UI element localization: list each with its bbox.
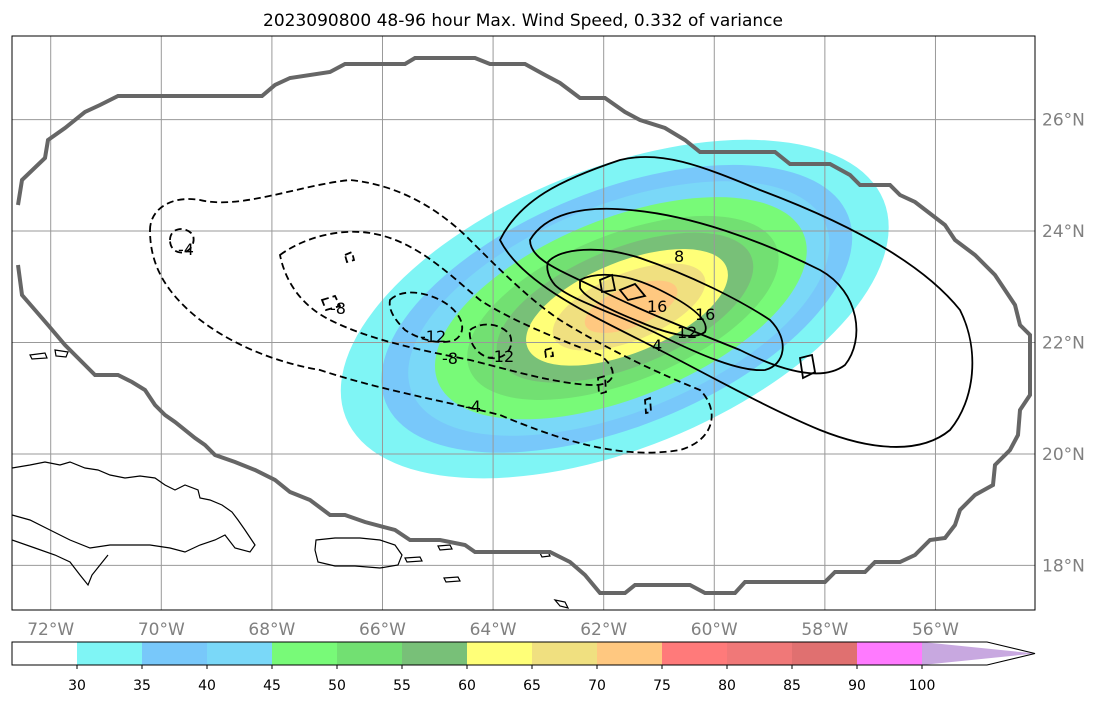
negative-difference-contours — [149, 179, 713, 454]
colorbar-swatch — [532, 642, 597, 665]
contour-positive-inner-1 — [598, 273, 617, 294]
colorbar-tick-label: 70 — [588, 678, 606, 694]
longitude-label: 62°W — [580, 620, 627, 640]
contour-label-positive: 12 — [677, 323, 697, 342]
colorbar-swatch — [467, 642, 532, 665]
hispaniola-southwest-coastline — [12, 539, 109, 587]
colorbar-tick-label: 35 — [133, 678, 151, 694]
latitude-label: 24°N — [1042, 222, 1085, 242]
contour-label-negative: -12 — [420, 327, 446, 346]
map-area: 8 16 16 12 4 -4 -8 -12 -8 -12 -4 — [12, 36, 1035, 610]
longitude-label: 66°W — [359, 620, 406, 640]
contour-positive-16 — [579, 273, 707, 337]
contour-negative-small-2 — [343, 250, 356, 264]
wind-speed-filled-contours — [340, 139, 889, 479]
figure-title: 2023090800 48-96 hour Max. Wind Speed, 0… — [263, 11, 783, 31]
colorbar-tick-label: 30 — [68, 678, 86, 694]
contour-label-negative: -8 — [442, 349, 458, 368]
longitude-label: 72°W — [27, 620, 74, 640]
small-island-7 — [54, 349, 69, 358]
puerto-rico-coastline — [314, 537, 403, 569]
small-island-2 — [437, 544, 453, 551]
longitude-label: 64°W — [470, 620, 517, 640]
contour-label-positive: 8 — [674, 247, 684, 266]
colorbar-swatch — [727, 642, 792, 665]
small-island-3 — [443, 576, 461, 583]
contour-negative-small-5 — [644, 396, 652, 415]
longitude-label: 58°W — [801, 620, 848, 640]
lat-lon-gridlines — [12, 36, 1035, 610]
longitude-label: 68°W — [248, 620, 295, 640]
contour-positive-12 — [546, 248, 784, 371]
colorbar-tick-label: 55 — [393, 678, 411, 694]
colorbar-extend-arrow — [922, 642, 1035, 665]
colorbar-tick-label: 75 — [653, 678, 671, 694]
colorbar-swatch — [12, 642, 77, 665]
contour-positive-inner-2 — [618, 282, 647, 302]
colorbar-tick-label: 90 — [848, 678, 866, 694]
colorbar-tick-label: 65 — [523, 678, 541, 694]
colorbar-swatch — [662, 642, 727, 665]
domain-boundary-outline — [16, 56, 1032, 595]
colorbar-swatch — [337, 642, 402, 665]
latitude-label: 26°N — [1042, 111, 1085, 131]
colorbar — [11, 641, 1036, 666]
colorbar-tick-label: 60 — [458, 678, 476, 694]
small-island-1 — [404, 556, 423, 563]
contour-negative-12 — [388, 291, 464, 343]
colorbar-swatch — [597, 642, 662, 665]
colorbar-outline — [11, 641, 1036, 666]
contour-positive-4 — [498, 155, 974, 448]
latitude-label: 18°N — [1042, 556, 1085, 576]
contour-positive-inner-3 — [798, 353, 817, 380]
contour-negative-4-small — [169, 228, 195, 254]
latitude-labels: 18°N 20°N 22°N 24°N 26°N — [1042, 111, 1085, 577]
colorbar-tick-label: 45 — [263, 678, 281, 694]
colorbar-tick-labels: 30 35 40 45 50 55 60 65 70 75 80 85 90 100 — [68, 665, 935, 694]
wind-fill-level-70 — [584, 280, 678, 333]
coastlines — [12, 349, 570, 609]
colorbar-swatch — [857, 642, 922, 665]
contour-label-positive: 16 — [695, 305, 715, 324]
positive-difference-contours — [498, 155, 974, 448]
small-island-6 — [29, 352, 48, 360]
colorbar-swatch — [272, 642, 337, 665]
contour-label-positive: 16 — [647, 297, 667, 316]
colorbar-swatch — [142, 642, 207, 665]
longitude-label: 70°W — [138, 620, 185, 640]
longitude-labels: 72°W 70°W 68°W 66°W 64°W 62°W 60°W 58°W 56°W — [27, 620, 959, 640]
colorbar-swatch — [207, 642, 272, 665]
longitude-label: 56°W — [912, 620, 959, 640]
contour-negative-8 — [279, 230, 614, 386]
colorbar-tick-label: 40 — [198, 678, 216, 694]
contour-negative-small-4 — [597, 374, 607, 396]
latitude-label: 20°N — [1042, 445, 1085, 465]
colorbar-tick-label: 50 — [328, 678, 346, 694]
colorbar-swatch — [792, 642, 857, 665]
contour-positive-8 — [529, 207, 858, 375]
hispaniola-coastline — [12, 461, 256, 553]
map-frame — [11, 35, 1036, 611]
contour-label-negative: -8 — [330, 299, 346, 318]
contour-negative-12-b — [468, 323, 513, 360]
contour-label-negative: -4 — [465, 397, 481, 416]
contour-label-positive: 4 — [652, 336, 662, 355]
colorbar-swatch — [77, 642, 142, 665]
colorbar-tick-label: 85 — [783, 678, 801, 694]
colorbar-swatch — [402, 642, 467, 665]
contour-negative-small-3 — [543, 346, 555, 359]
contour-negative-small-1 — [320, 294, 342, 312]
longitude-label: 60°W — [691, 620, 738, 640]
contour-label-negative: -4 — [178, 240, 194, 259]
contour-label-negative: -12 — [488, 347, 514, 366]
colorbar-tick-label: 100 — [909, 678, 936, 694]
small-island-5 — [553, 599, 570, 609]
latitude-label: 22°N — [1042, 334, 1085, 354]
colorbar-tick-label: 80 — [718, 678, 736, 694]
contour-labels: 8 16 16 12 4 -4 -8 -12 -8 -12 -4 — [178, 240, 715, 416]
